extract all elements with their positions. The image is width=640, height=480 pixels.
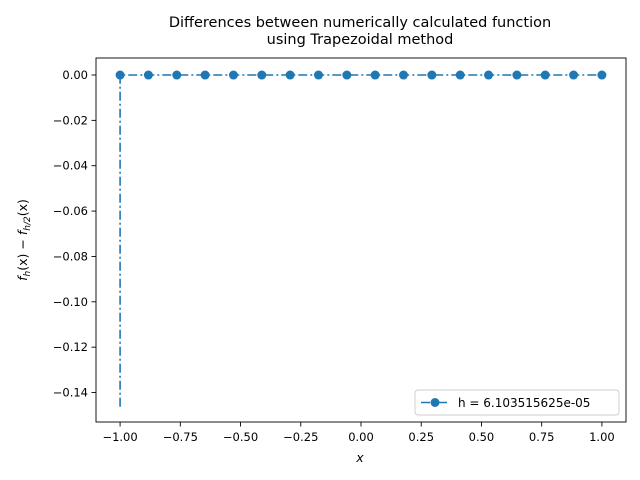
y-tick-label: −0.12 [53,340,88,354]
data-point [540,70,550,80]
chart-title-line2: using Trapezoidal method [267,32,454,48]
x-axis-ticks: −1.00 −0.75 −0.50 −0.25 0.00 0.25 0.50 0.75 1.00 [102,422,615,444]
data-point [143,70,153,80]
legend-entry-label: h = 6.103515625e-05 [458,396,590,410]
legend-marker-sample [430,398,440,407]
data-point [257,70,267,80]
y-tick-label: −0.10 [53,295,88,309]
y-tick-label: −0.02 [53,113,88,127]
axes-frame [95,57,627,423]
y-axis-ticks: 0.00 −0.02 −0.04 −0.06 −0.08 −0.10 −0.12 −0.14 [53,68,96,400]
data-point [115,70,125,80]
data-point [313,70,323,80]
y-tick-label: −0.04 [53,159,88,173]
y-tick-label: 0.00 [62,68,88,82]
data-point [399,70,409,80]
data-point [342,70,352,80]
x-tick-label: −0.50 [223,430,258,444]
x-axis-label: x [355,450,364,465]
x-tick-label: 0.00 [348,430,374,444]
data-point [484,70,494,80]
y-axis-label: fh(x) − fh/2(x) [15,199,33,281]
data-point [597,70,607,80]
data-point [370,70,380,80]
plot-area [115,70,607,407]
x-tick-label: 0.75 [529,430,555,444]
x-tick-label: 1.00 [589,430,615,444]
data-point [427,70,437,80]
data-point [228,70,238,80]
y-tick-label: −0.14 [53,386,88,400]
y-tick-label: −0.08 [53,249,88,263]
x-tick-label: −0.25 [283,430,318,444]
data-point [512,70,522,80]
data-point [285,70,295,80]
data-point [455,70,465,80]
legend-box [414,389,620,416]
data-point [200,70,210,80]
data-point [172,70,182,80]
data-point [569,70,579,80]
x-tick-label: 0.50 [469,430,495,444]
chart-title-line1: Differences between numerically calculat… [169,15,551,31]
legend: h = 6.103515625e-05 [414,389,620,416]
x-tick-label: −0.75 [163,430,198,444]
x-tick-label: 0.25 [408,430,434,444]
x-tick-label: −1.00 [102,430,137,444]
y-tick-label: −0.06 [53,204,88,218]
